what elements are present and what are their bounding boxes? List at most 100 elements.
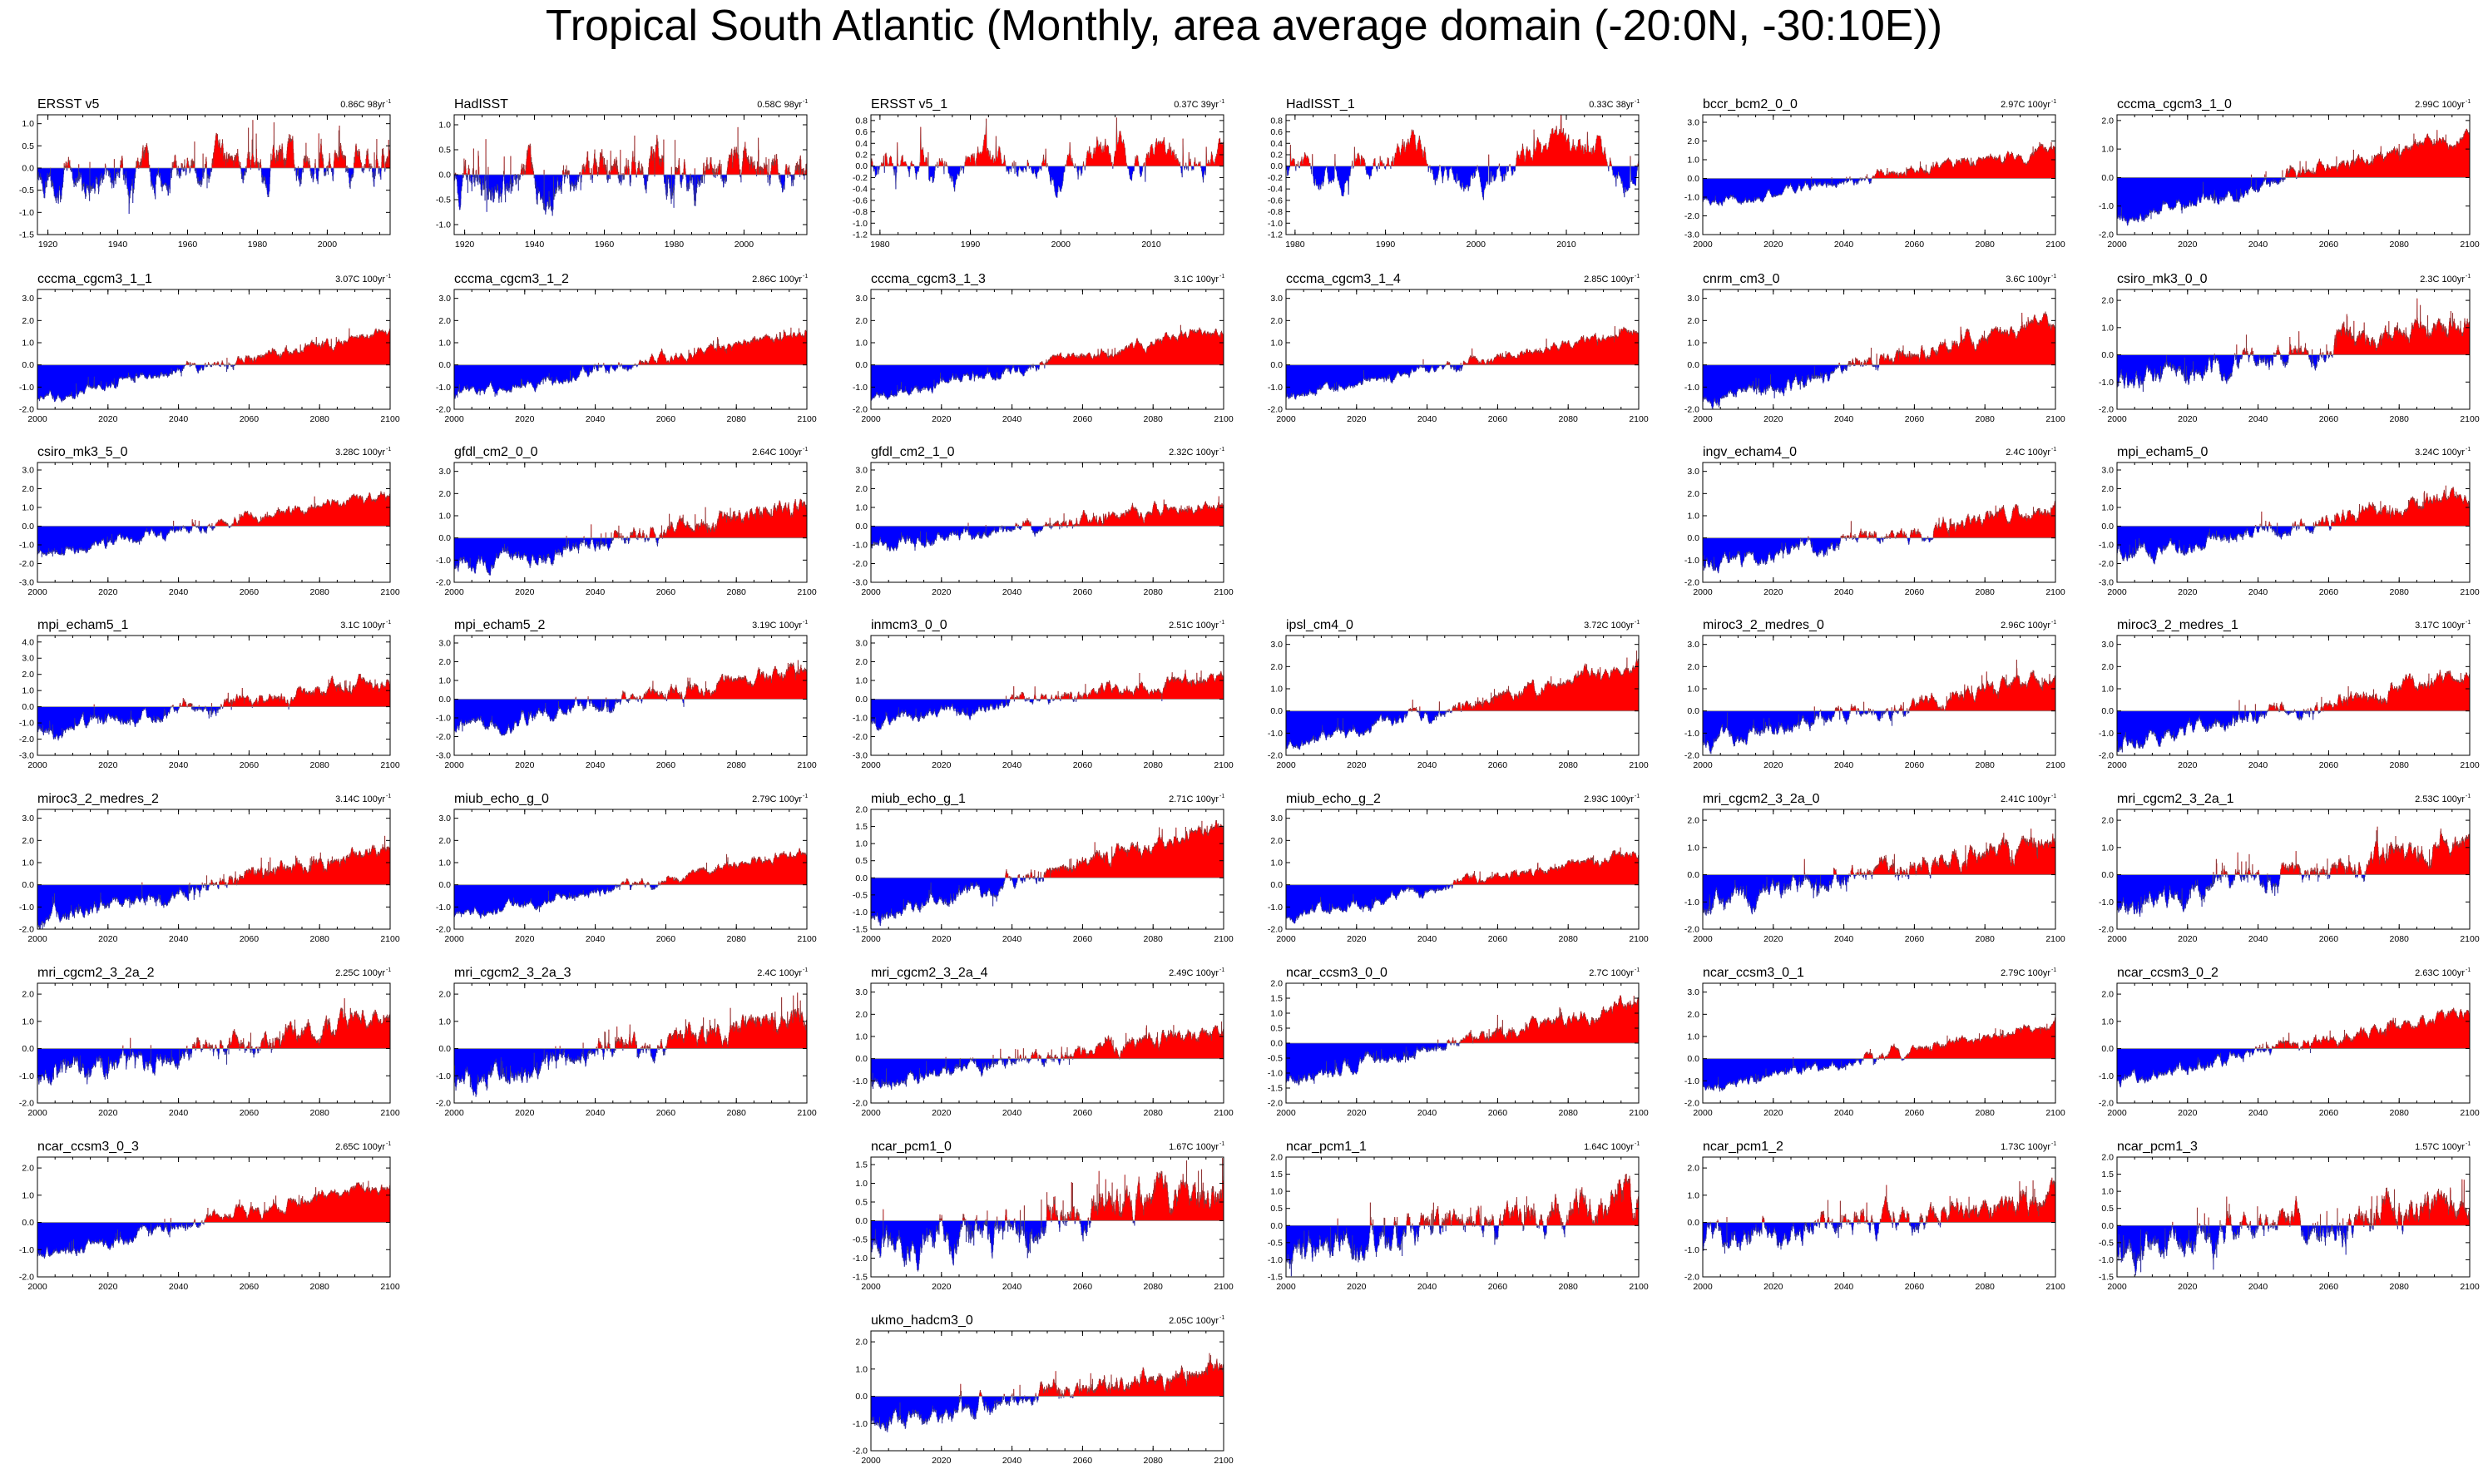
chart-panel: ERSST v5_1 0.37C 39yr -1 0.80.6 0.4 0.20.0 -0.… xyxy=(853,97,1224,250)
series-line xyxy=(2117,826,2470,917)
y-tick-label: 1.5 xyxy=(1270,994,1283,1004)
panel-trend-label: 1.67C 100yr xyxy=(1169,1142,1219,1152)
panel-trend-exponent: -1 xyxy=(2051,274,2056,279)
panel-trend-label: 2.3C 100yr xyxy=(2420,275,2465,284)
x-tick-label: 2010 xyxy=(1556,240,1576,250)
x-tick-label: 2060 xyxy=(1488,934,1508,944)
y-tick-label: -2.0 xyxy=(1684,1099,1699,1109)
panel-trend-label: 3.72C 100yr xyxy=(1584,621,1634,631)
x-tick-label: 1960 xyxy=(178,240,198,250)
chart-panel: ERSST v5 0.86C 98yr -1 1.0 0.5 0.0 -0.5 -1.0 -1.… xyxy=(19,97,391,250)
y-tick-label: 2.0 xyxy=(855,484,868,494)
y-tick-label: -2.0 xyxy=(19,405,34,415)
panel-title: mpi_echam5_0 xyxy=(2117,445,2209,459)
panel-trend-exponent: -1 xyxy=(386,620,391,626)
negative-anomaly-area xyxy=(1286,166,1638,200)
x-tick-label: 2040 xyxy=(1834,587,1854,597)
x-tick-label: 2040 xyxy=(2248,587,2268,597)
y-tick-label: -1.0 xyxy=(2099,1255,2114,1265)
y-tick-label: 2.0 xyxy=(2101,990,2114,1000)
y-tick-label: 1.5 xyxy=(855,1160,868,1170)
panel-trend-label: 3.07C 100yr xyxy=(335,275,385,284)
x-tick-label: 2020 xyxy=(1347,414,1367,424)
positive-anomaly-area xyxy=(594,327,807,365)
negative-anomaly-area xyxy=(37,168,386,214)
panel-trend-exponent: -1 xyxy=(2466,794,2471,799)
positive-anomaly-area xyxy=(121,998,390,1049)
panel-trend-label: 2.51C 100yr xyxy=(1169,621,1219,631)
y-tick-label: 1.0 xyxy=(22,339,34,349)
panel-trend-label: 0.33C 38yr xyxy=(1589,100,1634,110)
x-tick-label: 2000 xyxy=(861,1282,881,1292)
y-tick-label: -1.0 xyxy=(1684,383,1699,393)
x-tick-label: 2080 xyxy=(1976,1108,1996,1118)
x-tick-label: 2080 xyxy=(310,587,330,597)
chart-panel: ncar_ccsm3_0_1 2.79C 100yr -1 3.0 2.0 1.0 0.0 -… xyxy=(1684,966,2065,1118)
x-tick-label: 2040 xyxy=(2248,934,2268,944)
x-tick-label: 2040 xyxy=(1834,760,1854,770)
chart-panel: ingv_echam4_0 2.4C 100yr -1 3.0 2.0 1.0 0.0 -1.… xyxy=(1684,445,2065,597)
y-tick-label: -1.0 xyxy=(853,1076,868,1086)
panel-trend-exponent: -1 xyxy=(1635,99,1640,105)
chart-panel: ncar_pcm1_2 1.73C 100yr -1 2.0 1.0 0.0 -1.0 -2.… xyxy=(1684,1140,2065,1292)
x-tick-label: 2020 xyxy=(932,1456,952,1466)
y-tick-label: -0.4 xyxy=(1268,185,1283,195)
y-tick-label: 1.0 xyxy=(855,1364,868,1374)
series-line xyxy=(1286,115,1639,200)
y-tick-label: 0.0 xyxy=(438,533,451,543)
x-tick-label: 2060 xyxy=(240,934,260,944)
x-tick-label: 2060 xyxy=(1073,760,1093,770)
y-tick-label: -2.0 xyxy=(1268,1099,1283,1109)
y-tick-label: -1.0 xyxy=(2099,898,2114,908)
x-tick-label: 2100 xyxy=(1629,934,1649,944)
y-tick-label: 0.0 xyxy=(2101,350,2114,360)
y-tick-label: -2.0 xyxy=(436,405,451,415)
y-tick-label: -0.5 xyxy=(19,186,34,195)
positive-anomaly-area xyxy=(454,126,807,175)
panel-trend-exponent: -1 xyxy=(1635,794,1640,799)
x-tick-label: 1940 xyxy=(108,240,128,250)
y-tick-label: 0.0 xyxy=(855,1392,868,1402)
panel-trend-exponent: -1 xyxy=(1219,794,1224,799)
panel-title: miroc3_2_medres_0 xyxy=(1703,618,1824,632)
x-tick-label: 2000 xyxy=(1467,240,1486,250)
y-tick-label: -0.5 xyxy=(853,1235,868,1245)
x-tick-label: 2040 xyxy=(1417,934,1437,944)
y-tick-label: 3.0 xyxy=(1687,640,1699,650)
x-tick-label: 2020 xyxy=(2178,1108,2198,1118)
x-tick-label: 2000 xyxy=(861,1456,881,1466)
y-tick-label: 0.0 xyxy=(2101,173,2114,183)
series-line xyxy=(1286,326,1639,400)
negative-anomaly-area xyxy=(1703,178,1872,206)
y-tick-label: 3.0 xyxy=(1270,640,1283,650)
y-tick-label: 0.0 xyxy=(2101,706,2114,716)
x-tick-label: 2020 xyxy=(98,587,118,597)
x-tick-label: 2020 xyxy=(98,760,118,770)
x-tick-label: 2060 xyxy=(656,934,676,944)
x-tick-label: 2100 xyxy=(1629,760,1649,770)
positive-anomaly-area xyxy=(1407,650,1639,711)
negative-anomaly-area xyxy=(454,1048,667,1097)
panel-title: cccma_cgcm3_1_2 xyxy=(454,272,569,286)
x-tick-label: 2060 xyxy=(656,414,676,424)
x-tick-label: 2020 xyxy=(515,934,535,944)
series-line xyxy=(1286,995,1639,1086)
chart-panel: ncar_ccsm3_0_3 2.65C 100yr -1 2.0 1.0 0.0 -1.0… xyxy=(19,1140,400,1292)
positive-anomaly-area xyxy=(185,328,390,365)
x-tick-label: 2000 xyxy=(318,240,338,250)
x-tick-label: 2040 xyxy=(1002,587,1022,597)
series-line xyxy=(1286,847,1639,924)
panel-trend-label: 0.58C 98yr xyxy=(757,100,802,110)
y-tick-label: 0.0 xyxy=(855,695,868,705)
y-tick-label: 1.0 xyxy=(438,1017,451,1026)
x-tick-label: 1920 xyxy=(38,240,58,250)
y-tick-label: 0.0 xyxy=(438,695,451,705)
y-tick-label: -1.0 xyxy=(19,903,34,913)
negative-anomaly-area xyxy=(1286,884,1453,924)
x-tick-label: 2080 xyxy=(310,1282,330,1292)
x-tick-label: 2000 xyxy=(1693,934,1713,944)
y-tick-label: 0.5 xyxy=(438,146,451,156)
x-tick-label: 2000 xyxy=(2107,1108,2127,1118)
positive-anomaly-area xyxy=(2254,1007,2470,1049)
y-tick-label: 0.0 xyxy=(1270,706,1283,716)
